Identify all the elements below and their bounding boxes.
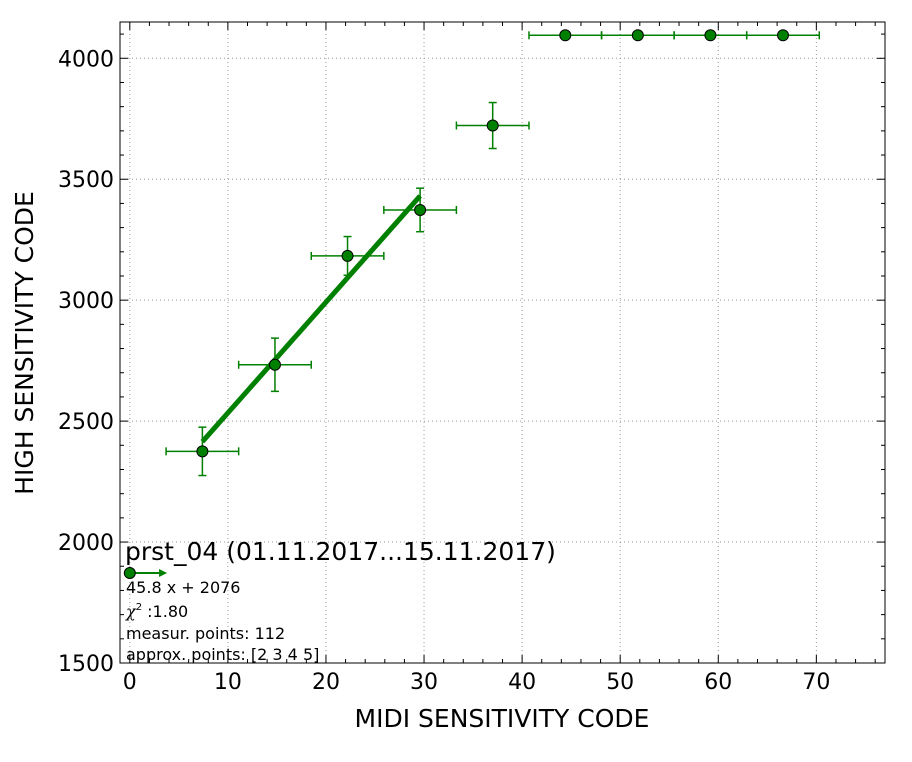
x-tick-label: 40 xyxy=(508,670,536,695)
x-tick-label: 30 xyxy=(410,670,438,695)
data-point xyxy=(341,249,354,262)
data-point xyxy=(486,119,499,132)
data-point xyxy=(777,29,789,42)
y-tick-label: 3500 xyxy=(58,168,114,193)
annotation-title: prst_04 (01.11.2017...15.11.2017) xyxy=(125,537,556,566)
chi-symbol: χ xyxy=(125,602,137,621)
data-point xyxy=(414,203,427,216)
data-points xyxy=(196,29,789,458)
x-tick-labels: 0 10 20 30 40 50 60 70 xyxy=(123,670,831,695)
plot-frame xyxy=(119,21,886,664)
fit-line-layer xyxy=(200,194,422,444)
y-axis-title: HIGH SENSITIVITY CODE xyxy=(10,191,39,495)
data-point xyxy=(704,29,717,42)
annotation-measur-points: measur. points: 112 xyxy=(126,624,285,643)
major-ticks xyxy=(120,22,885,664)
annotation-block: prst_04 (01.11.2017...15.11.2017) 45.8 x… xyxy=(125,537,556,664)
y-tick-labels: 1500 2000 2500 3000 3500 4000 xyxy=(58,47,114,677)
fit-line xyxy=(200,194,422,444)
x-tick-label: 70 xyxy=(802,670,830,695)
grid-lines xyxy=(120,22,885,664)
annotation-equation: 45.8 x + 2076 xyxy=(126,578,240,597)
x-tick-label: 20 xyxy=(312,670,340,695)
annotation-approx-points: approx. points: [2 3 4 5] xyxy=(126,645,319,664)
data-point xyxy=(268,358,281,371)
x-tick-label: 10 xyxy=(214,670,242,695)
legend-arrow-head xyxy=(159,569,168,578)
y-tick-label: 4000 xyxy=(58,47,114,72)
plot-area xyxy=(120,22,885,663)
legend-point xyxy=(123,567,136,580)
x-tick-label: 60 xyxy=(704,670,732,695)
data-point xyxy=(196,445,209,458)
data-point xyxy=(631,29,644,42)
chi-superscript: 2 xyxy=(136,602,142,613)
y-tick-label: 3000 xyxy=(58,289,114,314)
minor-ticks xyxy=(120,22,885,663)
chi-value: :1.80 xyxy=(142,602,188,621)
x-tick-label: 50 xyxy=(606,670,634,695)
x-axis-title: MIDI SENSITIVITY CODE xyxy=(355,704,650,733)
y-tick-label: 2500 xyxy=(58,410,114,435)
annotation-chi-squared: χ2 :1.80 xyxy=(125,602,188,621)
legend-marker xyxy=(123,567,168,580)
x-tick-label: 0 xyxy=(123,670,137,695)
y-tick-label: 2000 xyxy=(58,531,114,556)
y-tick-label: 1500 xyxy=(58,652,114,677)
data-point xyxy=(559,29,572,42)
